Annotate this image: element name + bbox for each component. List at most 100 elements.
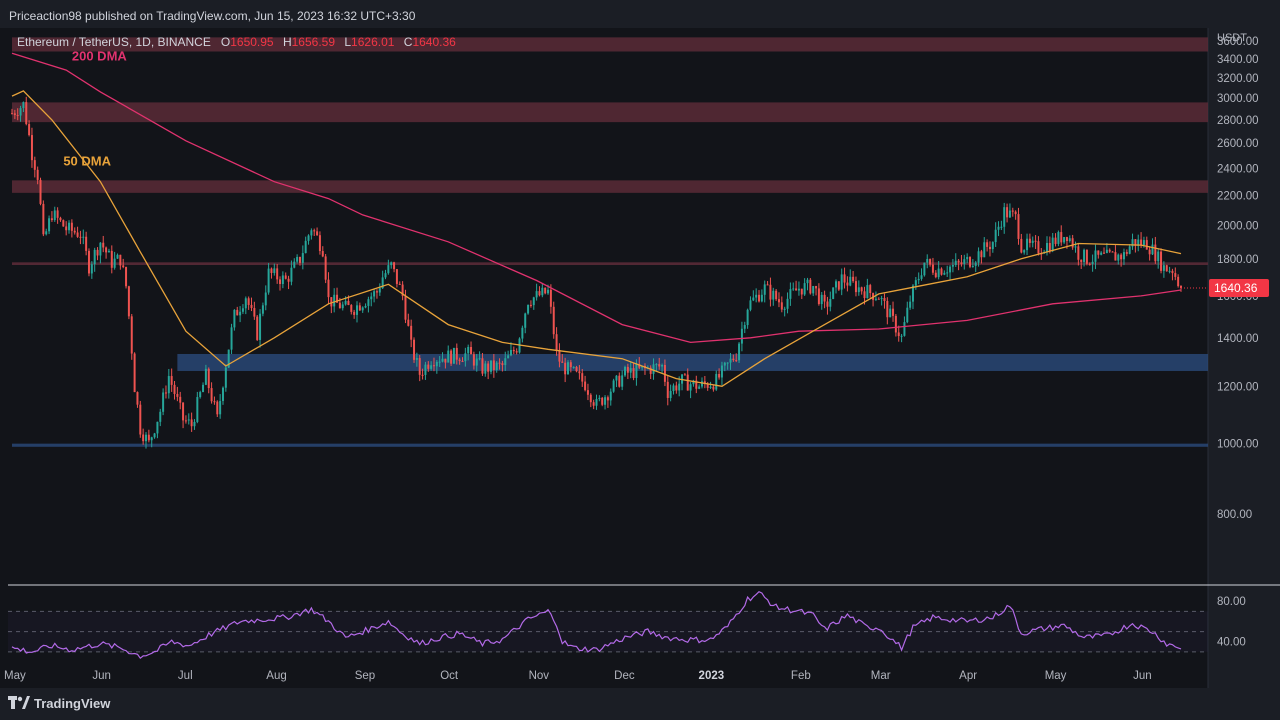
candle-body bbox=[387, 265, 390, 274]
candle-body bbox=[244, 298, 247, 309]
candle-body bbox=[256, 316, 259, 340]
candle-body bbox=[1051, 237, 1054, 252]
candle-body bbox=[963, 259, 966, 265]
candle-body bbox=[179, 396, 182, 403]
candle-body bbox=[267, 268, 270, 293]
candle-body bbox=[686, 374, 689, 391]
candle-body bbox=[1140, 239, 1143, 246]
candle-body bbox=[897, 332, 900, 337]
candle-body bbox=[911, 285, 914, 302]
low-value: 1626.01 bbox=[351, 35, 395, 49]
candle-body bbox=[150, 437, 153, 441]
candle-body bbox=[48, 218, 51, 232]
candle-body bbox=[484, 363, 487, 374]
time-tick-label: Nov bbox=[529, 670, 550, 682]
candle-body bbox=[920, 275, 923, 279]
candle-body bbox=[199, 392, 202, 398]
candle-body bbox=[666, 381, 669, 398]
candle-body bbox=[900, 335, 903, 337]
candle-body bbox=[401, 284, 404, 296]
candle-body bbox=[107, 250, 110, 253]
candle-body bbox=[65, 226, 68, 231]
candle-body bbox=[797, 288, 800, 291]
candle-body bbox=[330, 297, 333, 307]
candle-body bbox=[1083, 249, 1086, 262]
tradingview-logo-icon[interactable] bbox=[8, 696, 30, 710]
candle-body bbox=[735, 360, 738, 362]
candle-body bbox=[1148, 249, 1151, 255]
candle-body bbox=[424, 364, 427, 375]
candle-body bbox=[709, 386, 712, 388]
resistance-zone-3 bbox=[12, 262, 1208, 265]
candle-body bbox=[1091, 261, 1094, 265]
candle-body bbox=[204, 368, 207, 385]
candle-body bbox=[1020, 238, 1023, 253]
candle-body bbox=[230, 327, 233, 350]
candle-body bbox=[783, 308, 786, 310]
price-tick-label: 3000.00 bbox=[1217, 93, 1259, 105]
candle-body bbox=[338, 302, 341, 309]
candle-body bbox=[586, 390, 589, 395]
candle-body bbox=[162, 392, 165, 412]
candle-body bbox=[39, 179, 42, 204]
candle-body bbox=[353, 311, 356, 315]
resistance-zone-0 bbox=[12, 37, 1208, 52]
candle-body bbox=[789, 289, 792, 299]
candle-body bbox=[450, 350, 453, 364]
candle-body bbox=[182, 402, 185, 421]
candle-body bbox=[755, 294, 758, 298]
candle-body bbox=[90, 264, 93, 274]
candle-body bbox=[532, 297, 535, 306]
candle-body bbox=[1074, 246, 1077, 248]
candle-body bbox=[284, 275, 287, 279]
candle-body bbox=[843, 274, 846, 283]
candle-body bbox=[478, 358, 481, 360]
price-tick-label: 2400.00 bbox=[1217, 163, 1259, 175]
candle-body bbox=[298, 256, 301, 263]
candle-body bbox=[110, 250, 113, 268]
candle-body bbox=[820, 294, 823, 305]
candle-body bbox=[310, 230, 313, 236]
symbol-name[interactable]: Ethereum / TetherUS, 1D, BINANCE bbox=[17, 35, 211, 49]
candle-body bbox=[130, 316, 133, 354]
candle-body bbox=[207, 368, 210, 389]
candle-body bbox=[313, 230, 316, 232]
candle-body bbox=[25, 102, 28, 125]
candle-body bbox=[196, 397, 199, 422]
candle-body bbox=[1054, 237, 1057, 244]
candle-body bbox=[812, 286, 815, 294]
candle-body bbox=[1028, 238, 1031, 243]
candle-body bbox=[1065, 237, 1068, 241]
candle-body bbox=[36, 169, 39, 180]
candle-body bbox=[903, 322, 906, 336]
candle-body bbox=[415, 358, 418, 360]
candle-body bbox=[1128, 246, 1131, 254]
candle-body bbox=[1085, 249, 1088, 264]
candle-body bbox=[957, 260, 960, 263]
price-tick-label: 2200.00 bbox=[1217, 191, 1259, 203]
candle-body bbox=[1122, 252, 1125, 260]
candle-body bbox=[324, 256, 327, 280]
candle-body bbox=[889, 308, 892, 318]
rsi-tick-label: 80.00 bbox=[1217, 596, 1246, 608]
candle-body bbox=[803, 283, 806, 295]
candle-body bbox=[507, 355, 510, 359]
candle-body bbox=[321, 251, 324, 257]
candle-body bbox=[1057, 232, 1060, 244]
candle-body bbox=[940, 268, 943, 275]
candle-body bbox=[139, 404, 142, 435]
candle-body bbox=[153, 433, 156, 438]
candle-body bbox=[894, 315, 897, 333]
candle-body bbox=[270, 268, 273, 273]
candle-body bbox=[541, 287, 544, 296]
time-tick-label: Oct bbox=[440, 670, 459, 682]
candle-body bbox=[435, 361, 438, 367]
candle-body bbox=[53, 210, 56, 221]
candle-body bbox=[609, 391, 612, 401]
time-tick-label: Feb bbox=[791, 670, 811, 682]
candle-body bbox=[464, 353, 467, 362]
tradingview-brand[interactable]: TradingView bbox=[34, 696, 111, 711]
footer-bar bbox=[0, 688, 1280, 720]
candle-body bbox=[775, 290, 778, 300]
